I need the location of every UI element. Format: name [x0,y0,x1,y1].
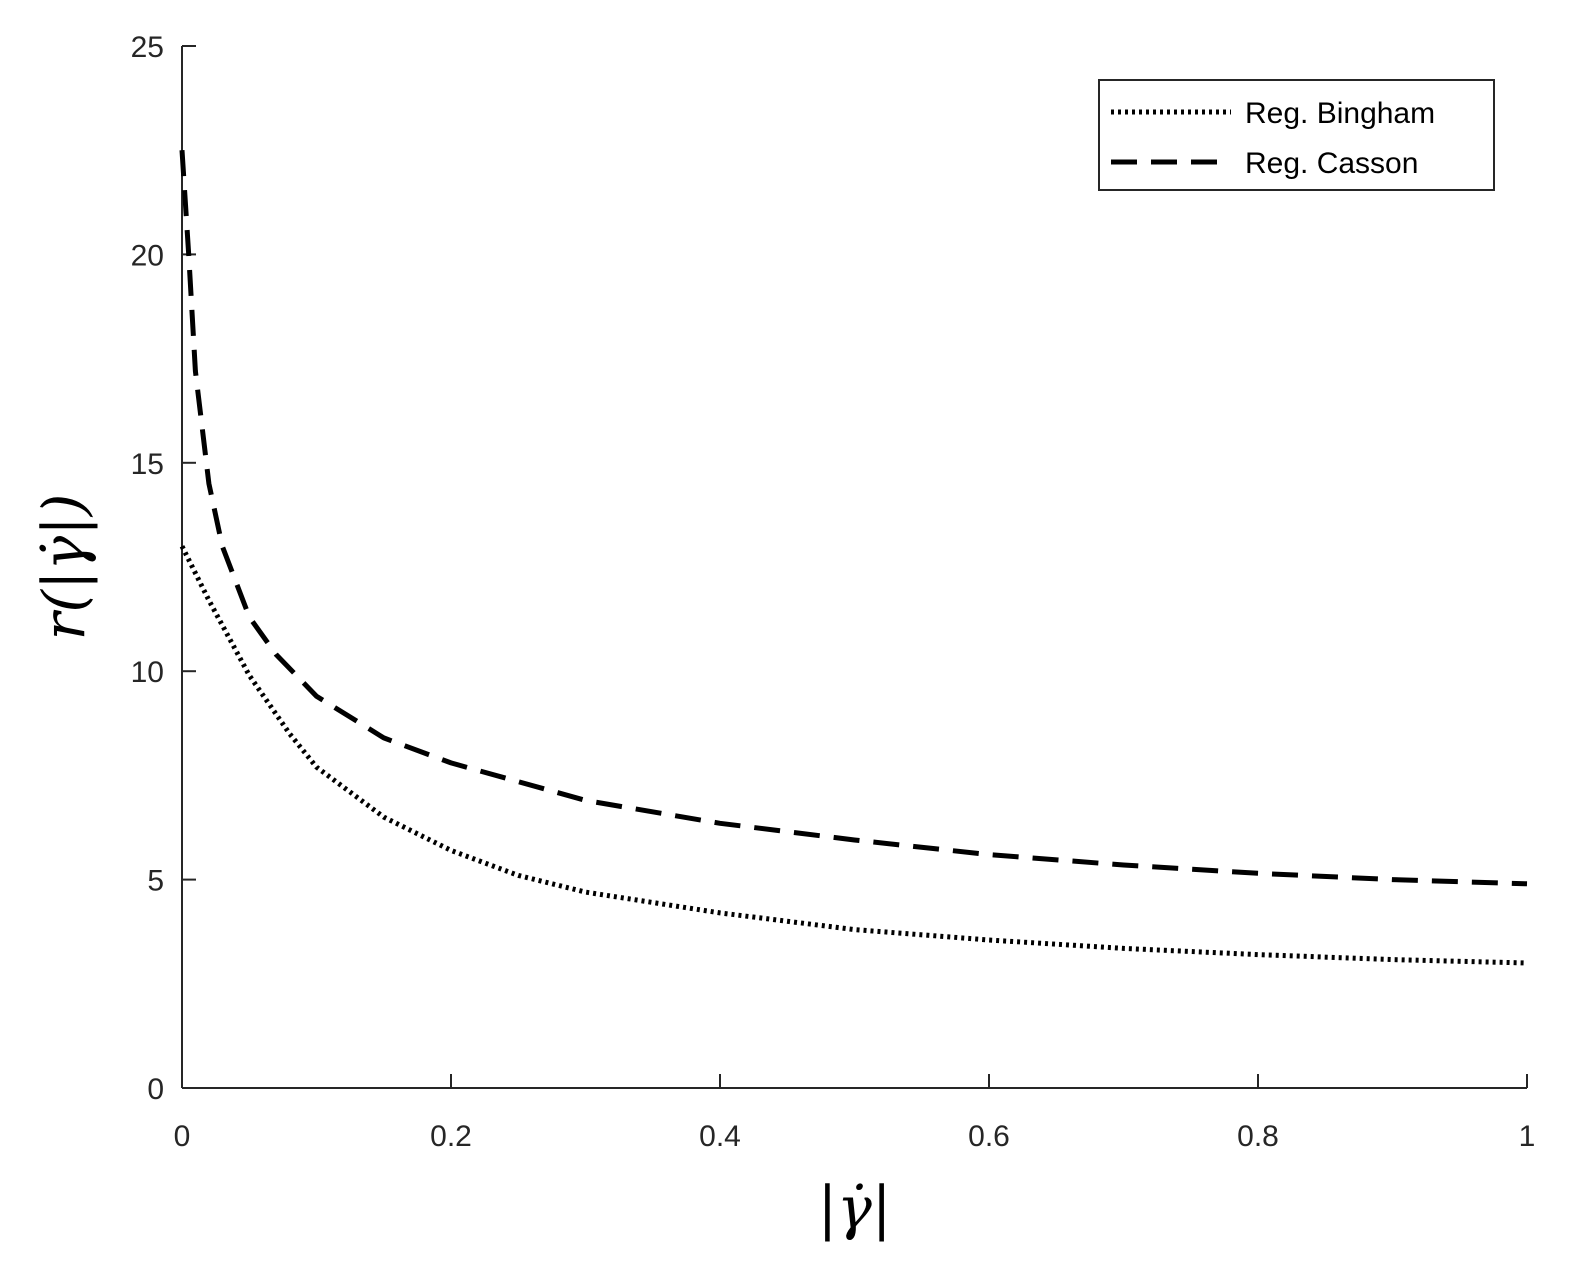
x-tick-label: 0.6 [968,1120,1010,1153]
x-tick-label: 1 [1519,1120,1536,1153]
x-tick-label: 0.8 [1237,1120,1279,1153]
y-tick-label: 15 [131,448,164,481]
y-tick-label: 25 [131,31,164,64]
y-axis-label: r(|γ̇|) [30,494,98,641]
legend-label-2: Reg. Casson [1245,147,1418,180]
x-tick-label: 0 [174,1120,191,1153]
x-tick-label: 0.2 [430,1120,472,1153]
legend-label-1: Reg. Bingham [1245,97,1435,130]
x-tick-label: 0.4 [699,1120,741,1153]
series-layer [179,150,1528,966]
x-axis-label: |γ̇| [818,1174,892,1242]
y-tick-label: 20 [131,239,164,272]
series-line-2 [179,150,1528,887]
y-tick-label: 10 [131,656,164,689]
y-tick-label: 5 [147,865,164,898]
legend: Reg. Bingham Reg. Casson [1098,79,1495,191]
legend-box [1098,79,1495,191]
y-tick-label: 0 [147,1073,164,1106]
